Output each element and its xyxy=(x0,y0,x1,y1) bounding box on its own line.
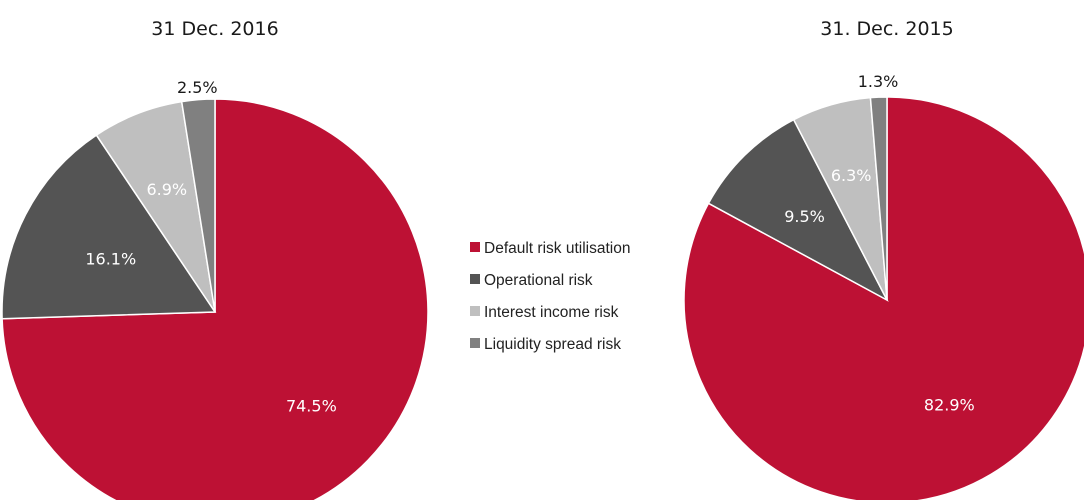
legend-label-liquidity-spread-risk: Liquidity spread risk xyxy=(484,336,621,353)
pie-label-interest-income-risk-2016: 6.9% xyxy=(146,180,187,199)
pie-slices-2015 xyxy=(683,96,1084,500)
pie-slices-2016 xyxy=(1,98,429,500)
legend-label-interest-income-risk: Interest income risk xyxy=(484,304,619,321)
pie-label-liquidity-spread-risk-2015: 1.3% xyxy=(858,72,899,91)
pie-slice-operational-risk-2016 xyxy=(1,134,217,320)
chart-title-2015: 31. Dec. 2015 xyxy=(820,18,953,40)
legend-label-operational-risk: Operational risk xyxy=(484,272,593,289)
pie-label-interest-income-risk-2015: 6.3% xyxy=(831,166,872,185)
legend-label-default-risk-utilisation: Default risk utilisation xyxy=(484,240,630,257)
pie-chart-2015: 31. Dec. 2015 82.9% 9.5% 6.3% 1.3% xyxy=(683,18,1084,500)
pie-slice-liquidity-spread-risk-2016 xyxy=(180,98,216,313)
pie-label-operational-risk-2015: 9.5% xyxy=(784,207,825,226)
legend-swatch-default-risk-utilisation xyxy=(470,242,480,252)
pie-slice-liquidity-spread-risk-2015 xyxy=(869,96,888,301)
pie-slice-operational-risk-2015 xyxy=(707,118,889,302)
chart-title-2016: 31 Dec. 2016 xyxy=(151,18,278,40)
legend-swatch-operational-risk xyxy=(470,274,480,284)
pie-label-liquidity-spread-risk-2016: 2.5% xyxy=(177,78,218,97)
legend-swatch-interest-income-risk xyxy=(470,306,480,316)
legend: Default risk utilisation Operational risk… xyxy=(470,240,630,353)
pie-label-operational-risk-2016: 16.1% xyxy=(85,249,136,268)
pie-chart-2016: 31 Dec. 2016 74.5% 16.1% 6.9% 2.5% xyxy=(1,18,429,500)
legend-swatch-liquidity-spread-risk xyxy=(470,338,480,348)
pie-label-default-risk-utilisation-2015: 82.9% xyxy=(924,396,975,415)
pie-labels-2015: 82.9% 9.5% 6.3% 1.3% xyxy=(784,72,975,415)
pie-labels-2016: 74.5% 16.1% 6.9% 2.5% xyxy=(85,78,336,415)
pie-label-default-risk-utilisation-2016: 74.5% xyxy=(286,396,337,415)
